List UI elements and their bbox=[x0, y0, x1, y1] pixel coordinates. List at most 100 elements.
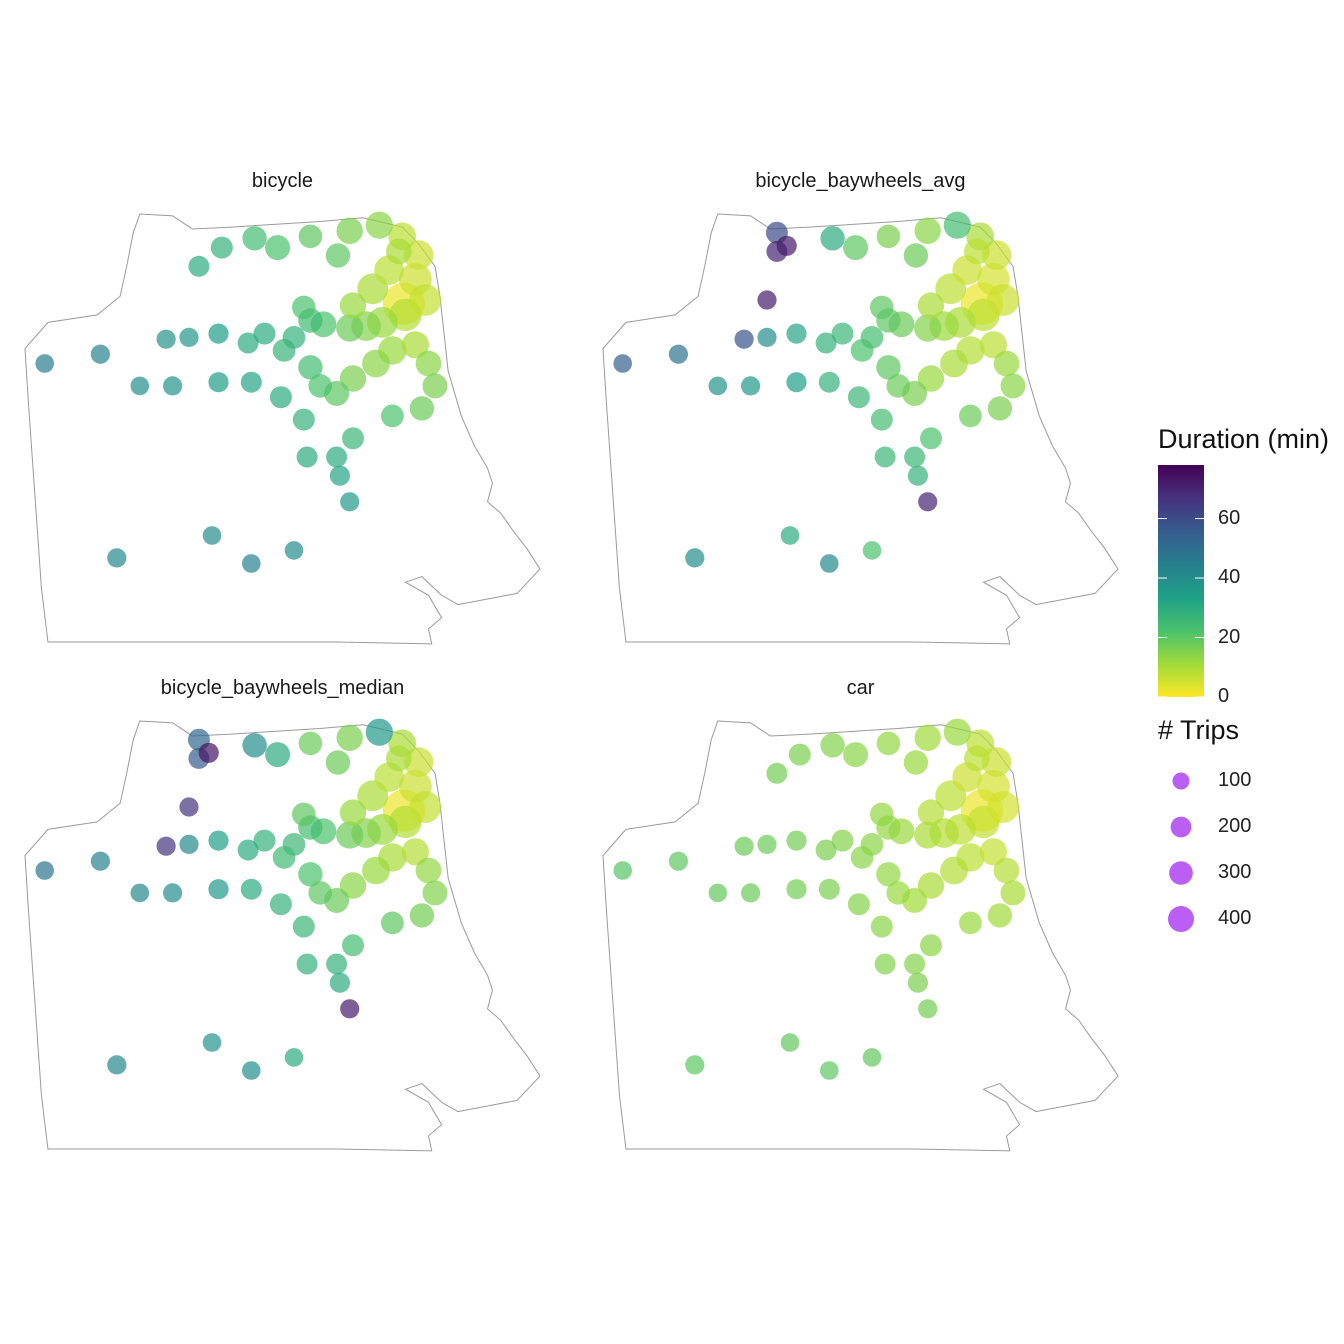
station-point bbox=[240, 878, 262, 900]
station-point bbox=[766, 762, 788, 784]
station-point bbox=[253, 322, 276, 345]
station-point bbox=[920, 427, 942, 450]
station-point bbox=[409, 903, 435, 928]
station-point bbox=[292, 295, 316, 320]
station-point bbox=[847, 386, 870, 409]
station-point bbox=[298, 355, 323, 380]
station-point bbox=[917, 292, 945, 319]
station-point bbox=[815, 839, 837, 861]
station-point bbox=[870, 408, 893, 431]
station-point bbox=[269, 386, 292, 409]
station-point bbox=[107, 548, 127, 568]
station-point bbox=[757, 834, 777, 854]
station-point bbox=[326, 446, 348, 468]
station-point bbox=[284, 541, 304, 560]
station-point bbox=[1000, 373, 1026, 399]
station-point bbox=[265, 235, 291, 261]
station-point bbox=[987, 396, 1013, 421]
station-point bbox=[964, 745, 990, 772]
station-point bbox=[843, 235, 869, 261]
station-point bbox=[296, 446, 318, 468]
station-point bbox=[339, 292, 367, 319]
station-point bbox=[741, 376, 761, 396]
size-legend-swatch bbox=[1170, 816, 1192, 838]
station-point bbox=[907, 972, 928, 993]
station-point bbox=[734, 836, 754, 856]
station-point bbox=[401, 331, 429, 359]
station-point bbox=[130, 883, 150, 903]
station-point bbox=[917, 799, 945, 826]
station-point bbox=[914, 217, 941, 244]
facet-title: car bbox=[846, 677, 875, 699]
facet-map bbox=[24, 211, 541, 645]
station-point bbox=[292, 408, 315, 431]
station-point bbox=[409, 396, 435, 421]
station-point bbox=[613, 861, 632, 880]
station-point bbox=[876, 862, 901, 887]
station-point bbox=[734, 329, 754, 349]
station-point bbox=[272, 339, 296, 362]
station-point bbox=[886, 881, 910, 905]
station-point bbox=[362, 856, 390, 885]
station-point bbox=[422, 880, 448, 906]
station-point bbox=[292, 802, 316, 827]
station-point bbox=[959, 404, 982, 428]
station-point bbox=[757, 327, 777, 347]
station-point bbox=[940, 349, 968, 378]
station-point bbox=[708, 376, 728, 396]
station-point bbox=[874, 953, 896, 975]
station-point bbox=[964, 238, 990, 265]
colorbar-tick-label: 60 bbox=[1218, 506, 1241, 529]
station-point bbox=[386, 238, 412, 265]
station-point bbox=[90, 851, 110, 871]
size-legend-swatch bbox=[1172, 772, 1190, 790]
station-point bbox=[208, 879, 229, 900]
station-point bbox=[272, 846, 296, 869]
station-point bbox=[325, 243, 351, 268]
station-point bbox=[35, 354, 54, 373]
facet-map bbox=[602, 211, 1119, 645]
station-point bbox=[35, 861, 54, 880]
station-point bbox=[917, 872, 945, 899]
colorbar-tick-label: 0 bbox=[1218, 685, 1230, 707]
station-point bbox=[786, 830, 807, 851]
station-point bbox=[179, 327, 199, 347]
station-point bbox=[741, 883, 761, 903]
station-point bbox=[886, 374, 910, 398]
station-point bbox=[409, 284, 442, 316]
station-point bbox=[292, 915, 315, 938]
station-point bbox=[208, 323, 229, 344]
station-point bbox=[253, 829, 276, 852]
station-point bbox=[340, 999, 360, 1019]
station-point bbox=[208, 830, 229, 851]
station-point bbox=[850, 846, 874, 869]
station-point bbox=[365, 211, 393, 239]
facet-panel-bicycle-baywheels-median: bicycle_baywheels_median bbox=[20, 677, 545, 1157]
station-point bbox=[870, 802, 894, 827]
color-legend-bar bbox=[1158, 465, 1204, 697]
colorbar-gradient bbox=[1158, 465, 1204, 697]
size-legend-swatch bbox=[1169, 861, 1193, 885]
station-point bbox=[818, 371, 840, 393]
station-point bbox=[993, 857, 1020, 884]
station-point bbox=[786, 323, 807, 344]
station-point bbox=[917, 365, 945, 392]
station-point bbox=[336, 821, 364, 849]
station-point bbox=[156, 836, 176, 856]
station-point bbox=[208, 372, 229, 393]
station-point bbox=[788, 743, 811, 766]
station-point bbox=[862, 541, 882, 560]
station-point bbox=[685, 1055, 705, 1075]
facet-panel-bicycle: bicycle bbox=[20, 170, 545, 650]
station-point bbox=[386, 745, 412, 772]
size-legend-swatch bbox=[1168, 906, 1194, 932]
station-point bbox=[780, 1033, 800, 1052]
station-point bbox=[415, 857, 442, 884]
station-point bbox=[903, 750, 929, 775]
station-point bbox=[163, 883, 183, 903]
size-legend-title: # Trips bbox=[1158, 715, 1240, 745]
station-point bbox=[240, 371, 262, 393]
station-point bbox=[904, 446, 926, 468]
station-point bbox=[820, 226, 845, 251]
facet-map bbox=[24, 718, 541, 1152]
